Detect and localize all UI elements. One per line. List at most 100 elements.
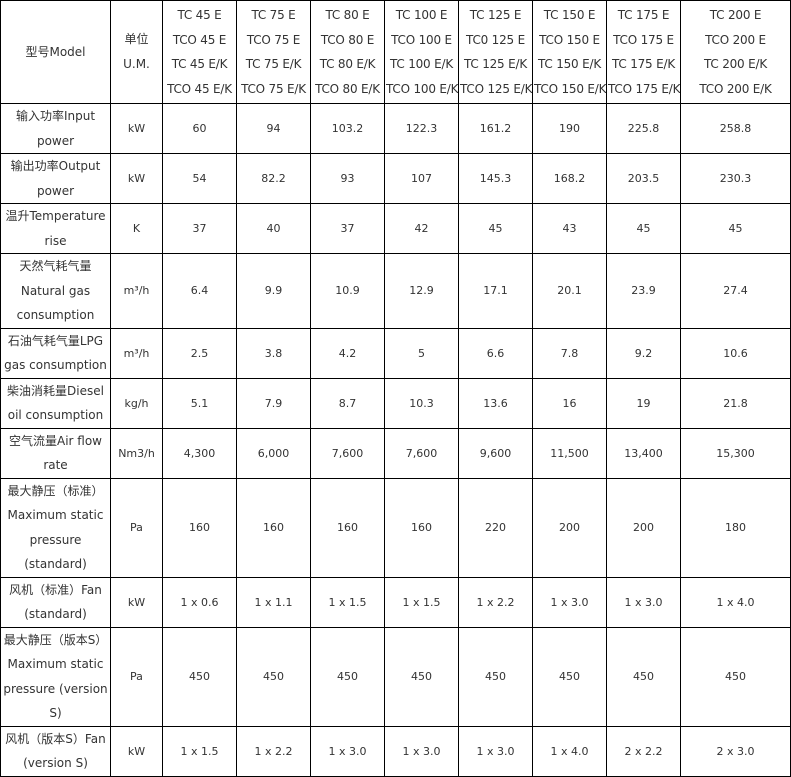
value-cell: 160 xyxy=(384,477,459,578)
value-cell: 1 x 2.2 xyxy=(458,576,533,628)
value-cell: 12.9 xyxy=(384,253,459,329)
model-header-cell: TC 125 E TC0 125 E TC 125 E/K TCO 125 E/K xyxy=(458,0,533,104)
value-cell: 450 xyxy=(532,626,607,727)
table-row: 风机（标准）Fan (standard) kW 1 x 0.6 1 x 1.1 1 x … xyxy=(0,576,791,628)
value-cell: 6.4 xyxy=(162,253,237,329)
model-header-cell: TC 80 E TCO 80 E TC 80 E/K TCO 80 E/K xyxy=(310,0,385,104)
row-unit: m³/h xyxy=(110,253,163,329)
value-cell: 40 xyxy=(236,203,311,254)
value-cell: 225.8 xyxy=(606,103,681,154)
value-cell: 7,600 xyxy=(384,427,459,479)
value-cell: 203.5 xyxy=(606,153,681,204)
value-cell: 5 xyxy=(384,327,459,379)
unit-header-cn: 单位 xyxy=(124,32,149,46)
table-row: 石油气耗气量LPG gas consumption m³/h 2.5 3.8 4.2 5 6… xyxy=(0,327,791,379)
value-cell: 6.6 xyxy=(458,327,533,379)
model-name: TC 100 E xyxy=(395,8,448,22)
value-cell: 94 xyxy=(236,103,311,154)
model-name: TC0 125 E xyxy=(466,32,525,47)
table-row: 最大静压（标准） Maximum static pressure (standa… xyxy=(0,477,791,578)
value-cell: 15,300 xyxy=(680,427,791,479)
value-cell: 5.1 xyxy=(162,377,237,429)
model-header-cell: TC 175 E TCO 175 E TC 175 E/K TCO 175 E/K xyxy=(606,0,681,104)
model-name: TC 80 E/K xyxy=(319,57,376,71)
model-name: TC 200 E/K xyxy=(703,57,768,71)
model-header-cell: TC 75 E TCO 75 E TC 75 E/K TCO 75 E/K xyxy=(236,0,311,104)
value-cell: 19 xyxy=(606,377,681,429)
value-cell: 450 xyxy=(236,626,311,727)
model-name: TCO 200 E xyxy=(705,32,766,47)
value-cell: 160 xyxy=(162,477,237,578)
model-name: TCO 150 E/K xyxy=(534,81,607,96)
value-cell: 1 x 1.5 xyxy=(384,576,459,628)
row-unit: Pa xyxy=(110,626,163,727)
value-cell: 6,000 xyxy=(236,427,311,479)
table-row: 柴油消耗量Diesel oil consumption kg/h 5.1 7.9 8.7… xyxy=(0,377,791,429)
value-cell: 17.1 xyxy=(458,253,533,329)
value-cell: 1 x 2.2 xyxy=(236,725,311,777)
value-cell: 42 xyxy=(384,203,459,254)
value-cell: 11,500 xyxy=(532,427,607,479)
value-cell: 9,600 xyxy=(458,427,533,479)
value-cell: 3.8 xyxy=(236,327,311,379)
row-label: 风机（版本S）Fan (version S) xyxy=(0,725,111,777)
model-name: TCO 80 E/K xyxy=(315,81,380,96)
value-cell: 1 x 1.5 xyxy=(162,725,237,777)
model-name: TCO 75 E/K xyxy=(241,81,306,96)
value-cell: 2 x 2.2 xyxy=(606,725,681,777)
table-row: 最大静压（版本S） Maximum static pressure (versi… xyxy=(0,626,791,727)
model-name: TC 200 E xyxy=(709,8,762,22)
model-name: TCO 100 E xyxy=(391,32,452,47)
value-cell: 82.2 xyxy=(236,153,311,204)
value-cell: 450 xyxy=(384,626,459,727)
model-name: TC 150 E xyxy=(543,8,596,22)
value-cell: 7.9 xyxy=(236,377,311,429)
model-name: TC 125 E/K xyxy=(463,57,528,71)
value-cell: 8.7 xyxy=(310,377,385,429)
value-cell: 10.9 xyxy=(310,253,385,329)
model-name: TCO 45 E/K xyxy=(167,81,232,96)
row-label: 天然气耗气量 Natural gas consumption xyxy=(0,253,111,329)
value-cell: 450 xyxy=(680,626,791,727)
value-cell: 1 x 4.0 xyxy=(532,725,607,777)
row-label: 最大静压（标准） Maximum static pressure (standa… xyxy=(0,477,111,578)
row-unit: kW xyxy=(110,576,163,628)
model-header-cell: TC 150 E TCO 150 E TC 150 E/K TCO 150 E/K xyxy=(532,0,607,104)
value-cell: 103.2 xyxy=(310,103,385,154)
row-unit: K xyxy=(110,203,163,254)
value-cell: 258.8 xyxy=(680,103,791,154)
model-name: TCO 45 E xyxy=(172,32,227,47)
value-cell: 7.8 xyxy=(532,327,607,379)
value-cell: 160 xyxy=(310,477,385,578)
value-cell: 2 x 3.0 xyxy=(680,725,791,777)
model-header: 型号Model xyxy=(0,0,111,104)
table-row: 温升Temperature rise K 37 40 37 42 45 43 45 45 xyxy=(0,203,791,254)
model-name: TCO 80 E xyxy=(320,32,375,47)
model-name: TCO 100 E/K xyxy=(386,81,459,96)
header-row: 型号Model 单位 U.M. TC 45 E TCO 45 E TC 45 E/K T… xyxy=(0,0,791,104)
model-header-cell: TC 200 E TCO 200 E TC 200 E/K TCO 200 E/K xyxy=(680,0,791,104)
value-cell: 4,300 xyxy=(162,427,237,479)
value-cell: 21.8 xyxy=(680,377,791,429)
model-name: TCO 150 E xyxy=(539,32,600,47)
value-cell: 60 xyxy=(162,103,237,154)
model-name: TC 125 E xyxy=(469,8,522,22)
value-cell: 145.3 xyxy=(458,153,533,204)
value-cell: 45 xyxy=(458,203,533,254)
row-label: 风机（标准）Fan (standard) xyxy=(0,576,111,628)
value-cell: 107 xyxy=(384,153,459,204)
value-cell: 1 x 1.5 xyxy=(310,576,385,628)
value-cell: 190 xyxy=(532,103,607,154)
row-label: 输入功率Input power xyxy=(0,103,111,154)
model-name: TC 75 E xyxy=(251,8,296,22)
row-label: 柴油消耗量Diesel oil consumption xyxy=(0,377,111,429)
value-cell: 200 xyxy=(532,477,607,578)
value-cell: 13.6 xyxy=(458,377,533,429)
value-cell: 23.9 xyxy=(606,253,681,329)
value-cell: 4.2 xyxy=(310,327,385,379)
model-name: TC 75 E/K xyxy=(245,57,302,71)
value-cell: 1 x 1.1 xyxy=(236,576,311,628)
model-header-cell: TC 45 E TCO 45 E TC 45 E/K TCO 45 E/K xyxy=(162,0,237,104)
model-name: TCO 75 E xyxy=(246,32,301,47)
